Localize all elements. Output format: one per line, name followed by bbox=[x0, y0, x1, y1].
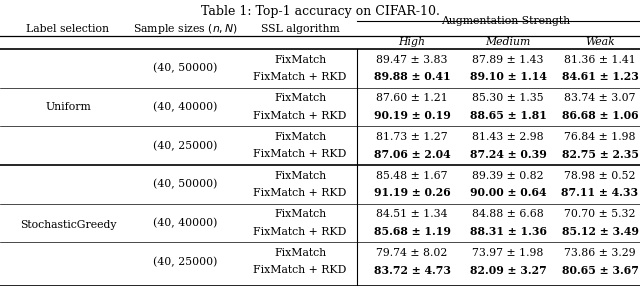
Text: SSL algorithm: SSL algorithm bbox=[260, 24, 339, 34]
Text: FixMatch + RKD: FixMatch + RKD bbox=[253, 72, 347, 82]
Text: 91.19 ± 0.26: 91.19 ± 0.26 bbox=[374, 187, 451, 198]
Text: Label selection: Label selection bbox=[26, 24, 109, 34]
Text: (40, 25000): (40, 25000) bbox=[153, 257, 217, 267]
Text: FixMatch: FixMatch bbox=[274, 209, 326, 219]
Text: FixMatch + RKD: FixMatch + RKD bbox=[253, 188, 347, 198]
Text: 85.12 ± 3.49: 85.12 ± 3.49 bbox=[561, 226, 639, 237]
Text: 89.10 ± 1.14: 89.10 ± 1.14 bbox=[470, 71, 547, 82]
Text: (40, 40000): (40, 40000) bbox=[153, 102, 217, 112]
Text: 79.74 ± 8.02: 79.74 ± 8.02 bbox=[376, 248, 448, 258]
Text: 88.65 ± 1.81: 88.65 ± 1.81 bbox=[470, 110, 547, 121]
Text: 87.24 ± 0.39: 87.24 ± 0.39 bbox=[470, 149, 547, 160]
Text: 90.00 ± 0.64: 90.00 ± 0.64 bbox=[470, 187, 547, 198]
Text: (40, 25000): (40, 25000) bbox=[153, 140, 217, 151]
Text: FixMatch: FixMatch bbox=[274, 248, 326, 258]
Text: FixMatch + RKD: FixMatch + RKD bbox=[253, 227, 347, 237]
Text: Weak: Weak bbox=[585, 37, 615, 47]
Text: FixMatch: FixMatch bbox=[274, 132, 326, 142]
Text: FixMatch: FixMatch bbox=[274, 94, 326, 104]
Text: 81.36 ± 1.41: 81.36 ± 1.41 bbox=[564, 55, 636, 65]
Text: 78.98 ± 0.52: 78.98 ± 0.52 bbox=[564, 171, 636, 181]
Text: (40, 40000): (40, 40000) bbox=[153, 218, 217, 228]
Text: 81.73 ± 1.27: 81.73 ± 1.27 bbox=[376, 132, 448, 142]
Text: 86.68 ± 1.06: 86.68 ± 1.06 bbox=[562, 110, 638, 121]
Text: 84.61 ± 1.23: 84.61 ± 1.23 bbox=[561, 71, 639, 82]
Text: 85.48 ± 1.67: 85.48 ± 1.67 bbox=[376, 171, 448, 181]
Text: FixMatch + RKD: FixMatch + RKD bbox=[253, 110, 347, 120]
Text: 89.47 ± 3.83: 89.47 ± 3.83 bbox=[376, 55, 448, 65]
Text: FixMatch + RKD: FixMatch + RKD bbox=[253, 149, 347, 159]
Text: 83.74 ± 3.07: 83.74 ± 3.07 bbox=[564, 94, 636, 104]
Text: 83.72 ± 4.73: 83.72 ± 4.73 bbox=[374, 265, 451, 276]
Text: 88.31 ± 1.36: 88.31 ± 1.36 bbox=[470, 226, 547, 237]
Text: 73.86 ± 3.29: 73.86 ± 3.29 bbox=[564, 248, 636, 258]
Text: 85.30 ± 1.35: 85.30 ± 1.35 bbox=[472, 94, 544, 104]
Text: Sample sizes $(n, N)$: Sample sizes $(n, N)$ bbox=[132, 22, 237, 36]
Text: 70.70 ± 5.32: 70.70 ± 5.32 bbox=[564, 209, 636, 219]
Text: Uniform: Uniform bbox=[45, 102, 91, 112]
Text: (40, 50000): (40, 50000) bbox=[153, 63, 217, 74]
Text: 76.84 ± 1.98: 76.84 ± 1.98 bbox=[564, 132, 636, 142]
Text: 85.68 ± 1.19: 85.68 ± 1.19 bbox=[374, 226, 451, 237]
Text: 84.88 ± 6.68: 84.88 ± 6.68 bbox=[472, 209, 544, 219]
Text: 87.11 ± 4.33: 87.11 ± 4.33 bbox=[561, 187, 639, 198]
Text: High: High bbox=[399, 37, 426, 47]
Text: 81.43 ± 2.98: 81.43 ± 2.98 bbox=[472, 132, 544, 142]
Text: 89.39 ± 0.82: 89.39 ± 0.82 bbox=[472, 171, 544, 181]
Text: Table 1: Top-1 accuracy on CIFAR-10.: Table 1: Top-1 accuracy on CIFAR-10. bbox=[200, 5, 440, 17]
Text: FixMatch: FixMatch bbox=[274, 171, 326, 181]
Text: 87.60 ± 1.21: 87.60 ± 1.21 bbox=[376, 94, 448, 104]
Text: 87.06 ± 2.04: 87.06 ± 2.04 bbox=[374, 149, 451, 160]
Text: 89.88 ± 0.41: 89.88 ± 0.41 bbox=[374, 71, 451, 82]
Text: 80.65 ± 3.67: 80.65 ± 3.67 bbox=[561, 265, 639, 276]
Text: Augmentation Strength: Augmentation Strength bbox=[442, 16, 571, 26]
Text: 82.09 ± 3.27: 82.09 ± 3.27 bbox=[470, 265, 547, 276]
Text: 90.19 ± 0.19: 90.19 ± 0.19 bbox=[374, 110, 451, 121]
Text: 73.97 ± 1.98: 73.97 ± 1.98 bbox=[472, 248, 544, 258]
Text: FixMatch + RKD: FixMatch + RKD bbox=[253, 265, 347, 275]
Text: StochasticGreedy: StochasticGreedy bbox=[20, 221, 116, 231]
Text: Medium: Medium bbox=[485, 37, 531, 47]
Text: 84.51 ± 1.34: 84.51 ± 1.34 bbox=[376, 209, 448, 219]
Text: 82.75 ± 2.35: 82.75 ± 2.35 bbox=[561, 149, 639, 160]
Text: (40, 50000): (40, 50000) bbox=[153, 179, 217, 190]
Text: 87.89 ± 1.43: 87.89 ± 1.43 bbox=[472, 55, 544, 65]
Text: FixMatch: FixMatch bbox=[274, 55, 326, 65]
